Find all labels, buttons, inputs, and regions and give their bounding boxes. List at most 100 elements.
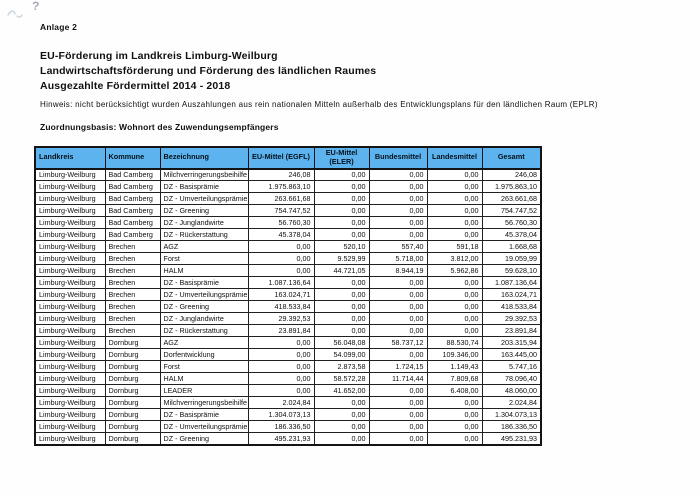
funding-table-body: Limburg-Weilburg Bad Camberg Milchverringe…	[34, 168, 542, 445]
table-cell: 0,00	[368, 300, 428, 313]
table-cell: 0,00	[247, 336, 315, 349]
table-cell: 1.304.073,13	[247, 408, 315, 421]
document-title-line2: Landwirtschaftsförderung und Förderung d…	[40, 65, 377, 77]
table-cell: 0,00	[426, 396, 483, 409]
table-cell: 186.336,50	[247, 420, 315, 433]
table-row: Limburg-Weilburg Dornburg DZ - Greening 495…	[34, 432, 542, 445]
table-cell: Limburg-Weilburg	[34, 384, 106, 397]
table-cell: Limburg-Weilburg	[34, 216, 106, 229]
table-cell: 56.760,30	[247, 216, 315, 229]
table-cell: 1.087.136,64	[481, 276, 542, 289]
table-cell: 0,00	[313, 300, 370, 313]
table-cell: 0,00	[426, 312, 483, 325]
table-cell: 1.724,15	[368, 360, 428, 373]
table-cell: DZ - Umverteilungsprämie	[159, 420, 249, 433]
table-cell: 0,00	[313, 420, 370, 433]
table-cell: 0,00	[368, 288, 428, 301]
table-cell: Dornburg	[104, 360, 161, 373]
table-cell: 0,00	[313, 312, 370, 325]
table-cell: 754.747,52	[481, 204, 542, 217]
table-cell: Limburg-Weilburg	[34, 396, 106, 409]
table-cell: Limburg-Weilburg	[34, 432, 106, 445]
table-cell: 0,00	[426, 288, 483, 301]
table-cell: Limburg-Weilburg	[34, 168, 106, 181]
table-cell: 0,00	[368, 216, 428, 229]
table-cell: 0,00	[368, 168, 428, 181]
table-row: Limburg-Weilburg Bad Camberg DZ - Greening…	[34, 204, 542, 217]
funding-table-header: Landkreis Kommune Bezeichnung EU-Mittel …	[34, 146, 542, 170]
table-cell: 0,00	[313, 216, 370, 229]
column-header-bezeichnung: Bezeichnung	[159, 146, 249, 170]
table-cell: 0,00	[313, 168, 370, 181]
table-cell: DZ - Rückerstattung	[159, 324, 249, 337]
table-cell: 0,00	[426, 324, 483, 337]
table-cell: DZ - Umverteilungsprämie	[159, 288, 249, 301]
table-cell: 203.315,94	[481, 336, 542, 349]
document-title-line3: Ausgezahlte Fördermittel 2014 - 2018	[40, 80, 231, 92]
table-cell: 78.096,40	[481, 372, 542, 385]
table-cell: 163.024,71	[247, 288, 315, 301]
table-cell: Bad Camberg	[104, 168, 161, 181]
table-cell: AGZ	[159, 336, 249, 349]
table-cell: 163.024,71	[481, 288, 542, 301]
table-cell: Limburg-Weilburg	[34, 192, 106, 205]
table-cell: Dornburg	[104, 420, 161, 433]
table-cell: 0,00	[368, 432, 428, 445]
table-cell: 0,00	[313, 288, 370, 301]
table-row: Limburg-Weilburg Brechen DZ - Greening 418.…	[34, 300, 542, 313]
table-cell: Limburg-Weilburg	[34, 276, 106, 289]
table-cell: Brechen	[104, 312, 161, 325]
table-cell: Limburg-Weilburg	[34, 408, 106, 421]
table-cell: 5.962,86	[426, 264, 483, 277]
table-cell: Limburg-Weilburg	[34, 372, 106, 385]
table-cell: DZ - Basisprämie	[159, 180, 249, 193]
table-cell: DZ - Greening	[159, 432, 249, 445]
table-cell: DZ - Greening	[159, 204, 249, 217]
table-row: Limburg-Weilburg Dornburg DZ - Umverteilun…	[34, 420, 542, 433]
table-cell: Bad Camberg	[104, 192, 161, 205]
table-cell: 0,00	[426, 204, 483, 217]
table-cell: 0,00	[426, 180, 483, 193]
table-cell: Limburg-Weilburg	[34, 348, 106, 361]
table-row: Limburg-Weilburg Bad Camberg DZ - Rückerst…	[34, 228, 542, 241]
table-cell: 0,00	[313, 204, 370, 217]
table-cell: 0,00	[426, 192, 483, 205]
table-cell: 0,00	[247, 240, 315, 253]
table-cell: Dorfentwicklung	[159, 348, 249, 361]
table-cell: 0,00	[368, 180, 428, 193]
table-row: Limburg-Weilburg Dornburg Dorfentwicklung 0…	[34, 348, 542, 361]
table-cell: 1.668,68	[481, 240, 542, 253]
table-cell: 0,00	[426, 276, 483, 289]
table-cell: 0,00	[426, 300, 483, 313]
funding-table: Landkreis Kommune Bezeichnung EU-Mittel …	[34, 146, 542, 446]
table-cell: 54.099,00	[313, 348, 370, 361]
table-cell: Limburg-Weilburg	[34, 240, 106, 253]
table-cell: 23.891,84	[247, 324, 315, 337]
table-row: Limburg-Weilburg Dornburg DZ - Basisprämie…	[34, 408, 542, 421]
table-cell: Limburg-Weilburg	[34, 264, 106, 277]
document-title-block: EU-Förderung im Landkreis Limburg-Weilbu…	[40, 49, 376, 94]
table-cell: 0,00	[426, 408, 483, 421]
table-cell: Brechen	[104, 252, 161, 265]
table-cell: DZ - Greening	[159, 300, 249, 313]
table-cell: Brechen	[104, 300, 161, 313]
table-cell: 0,00	[368, 276, 428, 289]
table-cell: 0,00	[313, 396, 370, 409]
table-cell: LEADER	[159, 384, 249, 397]
pencil-mark-icon	[7, 10, 23, 18]
table-cell: 44.721,05	[313, 264, 370, 277]
table-cell: 2.024,84	[481, 396, 542, 409]
table-cell: 11.714,44	[368, 372, 428, 385]
table-cell: 88.530,74	[426, 336, 483, 349]
table-row: Limburg-Weilburg Brechen AGZ 0,00 520,10 557,…	[34, 240, 542, 253]
table-row: Limburg-Weilburg Brechen Forst 0,00 9.529,99…	[34, 252, 542, 265]
table-row: Limburg-Weilburg Dornburg Milchverringerun…	[34, 396, 542, 409]
column-header-gesamt: Gesamt	[481, 146, 542, 170]
table-cell: 186.336,50	[481, 420, 542, 433]
table-cell: DZ - Junglandwirte	[159, 216, 249, 229]
table-cell: Bad Camberg	[104, 228, 161, 241]
table-cell: 48.060,00	[481, 384, 542, 397]
table-cell: 0,00	[313, 408, 370, 421]
table-cell: 0,00	[368, 384, 428, 397]
table-cell: 2.024,84	[247, 396, 315, 409]
